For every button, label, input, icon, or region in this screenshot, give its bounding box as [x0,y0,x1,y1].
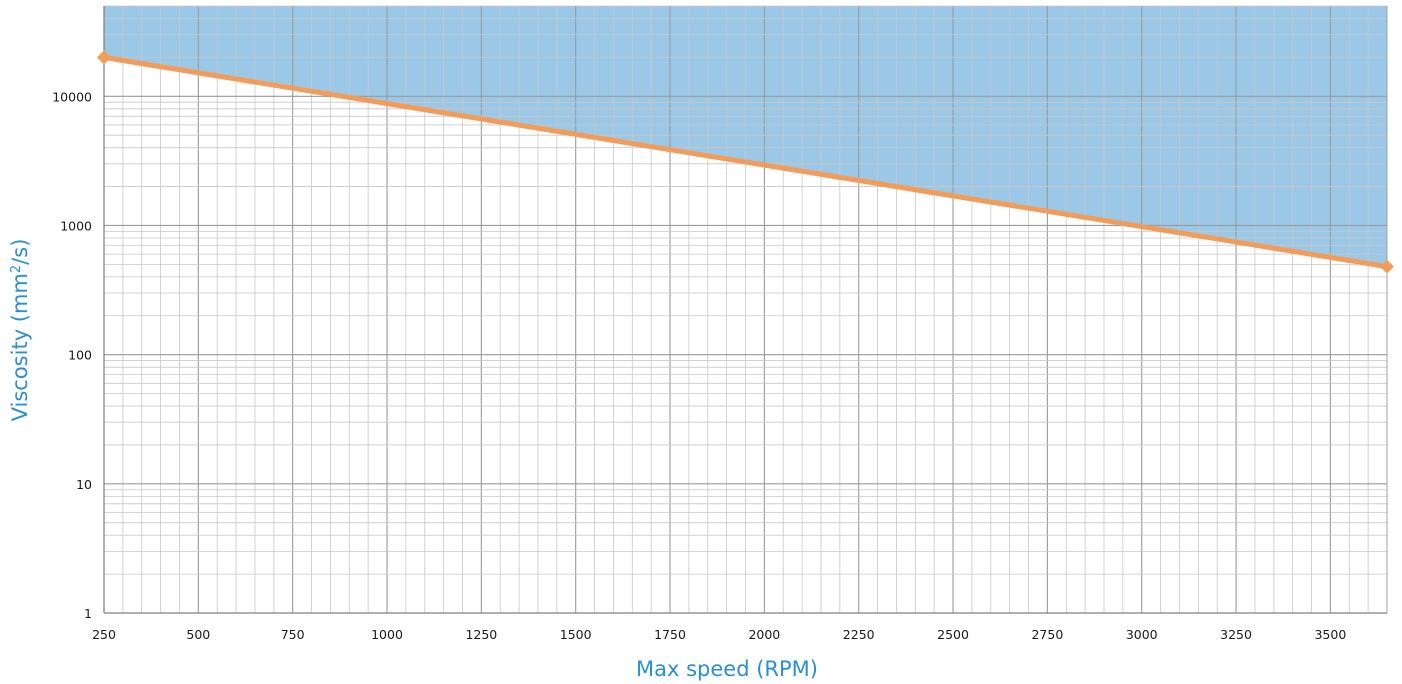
grid-layer [103,5,1388,614]
x-tick-label: 1000 [371,627,403,642]
x-tick-label: 250 [92,627,116,642]
x-tick-label: 3250 [1220,627,1252,642]
series-line [101,54,1390,270]
series-point-start [97,50,111,65]
y-tick-labels: 1 10 100 1000 10000 [52,89,92,621]
y-tick-label: 1 [84,606,92,621]
x-tick-label: 2500 [937,627,969,642]
y-axis-title-main: Viscosity (mm [8,273,32,421]
x-axis-title: Max speed (RPM) [636,657,818,681]
y-axis-title-end: /s) [8,239,32,265]
y-axis-title: Viscosity (mm2/s) [8,239,32,422]
x-tick-label: 500 [186,627,210,642]
series-point-end [1380,259,1394,274]
y-tick-label: 10 [76,477,92,492]
x-tick-label: 750 [281,627,305,642]
series-line-layer [97,50,1394,274]
y-tick-label: 1000 [60,218,92,233]
x-tick-label: 2250 [843,627,875,642]
y-tick-label: 10000 [52,89,92,104]
x-tick-label: 3500 [1314,627,1346,642]
x-tick-label: 1750 [654,627,686,642]
x-tick-label: 2000 [748,627,780,642]
x-tick-label: 2750 [1031,627,1063,642]
x-tick-labels: 250 500 750 1000 1250 1500 1750 2000 2250 2500 275… [92,627,1346,642]
x-tick-label: 1250 [465,627,497,642]
y-axis-title-sup: 2 [9,265,24,273]
y-tick-label: 100 [68,348,92,363]
x-tick-label: 3000 [1126,627,1158,642]
x-tick-label: 1500 [560,627,592,642]
